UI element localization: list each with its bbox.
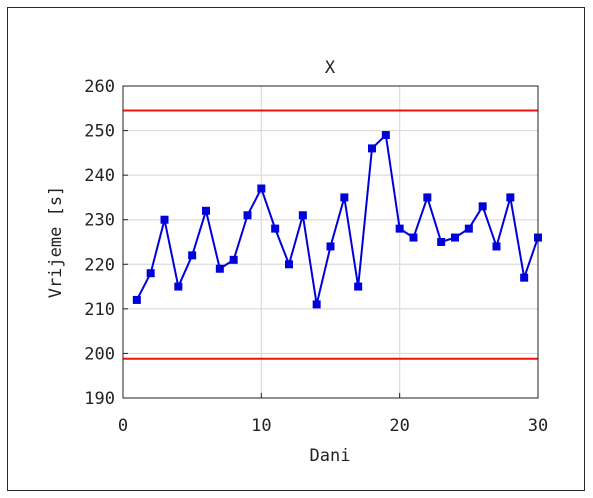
x-tick-label: 20: [389, 416, 409, 436]
data-point: [451, 233, 459, 242]
figure-frame: [7, 7, 585, 491]
chart-title: X: [325, 58, 336, 78]
data-point: [257, 184, 266, 193]
data-point: [229, 255, 238, 264]
data-point: [520, 273, 529, 282]
data-point: [492, 242, 501, 251]
x-tick-label: 30: [528, 416, 548, 436]
data-point: [312, 300, 321, 309]
data-point: [506, 193, 515, 202]
data-point: [409, 233, 418, 242]
data-point: [340, 193, 349, 202]
data-point: [423, 193, 432, 202]
x-tick-label: 0: [118, 416, 128, 436]
x-tick-labels: 0 10 20 30: [118, 416, 548, 436]
y-tick-label: 190: [84, 389, 115, 409]
y-tick-label: 250: [84, 122, 115, 142]
series-group: [132, 131, 542, 309]
y-tick-label: 240: [84, 166, 115, 186]
x-tick-label: 10: [251, 416, 271, 436]
data-point: [381, 131, 390, 140]
data-point: [202, 206, 210, 215]
data-point: [174, 282, 183, 291]
data-point: [464, 224, 473, 233]
data-point: [160, 215, 169, 224]
data-point: [271, 224, 280, 233]
y-tick-label: 230: [84, 211, 115, 231]
data-point: [243, 211, 252, 220]
data-point: [146, 269, 155, 278]
y-tick-label: 260: [84, 77, 115, 97]
y-axis-label: Vrijeme [s]: [46, 186, 66, 299]
data-point: [326, 242, 335, 251]
control-limits: [123, 109, 538, 360]
data-point: [478, 202, 487, 211]
y-tick-label: 200: [84, 344, 115, 364]
data-point: [285, 260, 293, 269]
x-axis-label: Dani: [310, 446, 351, 466]
y-tick-label: 220: [84, 255, 115, 275]
data-point: [188, 251, 197, 260]
data-point: [354, 282, 363, 291]
y-tick-label: 210: [84, 300, 115, 320]
data-point: [215, 264, 224, 273]
data-point: [395, 224, 404, 233]
data-point: [298, 211, 307, 220]
data-point: [132, 295, 141, 304]
data-point: [437, 238, 446, 246]
grid: [122, 85, 539, 399]
data-point: [368, 144, 376, 153]
plot-area-border: [122, 85, 539, 399]
y-tick-labels: 190 200 210 220 230 240 250 260: [84, 77, 115, 409]
